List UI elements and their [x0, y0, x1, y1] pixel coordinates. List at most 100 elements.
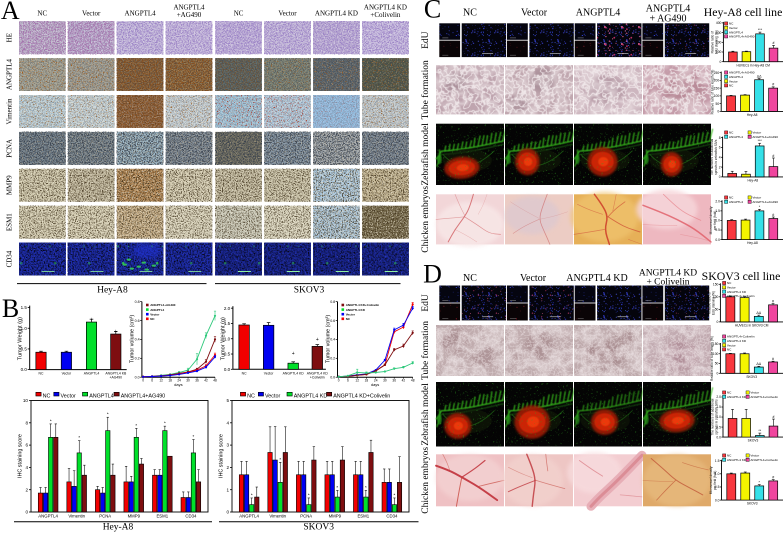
svg-text:Vector: Vector: [61, 393, 76, 399]
svg-text:0: 0: [25, 510, 28, 515]
svg-text:ANGPTL4+AG490: ANGPTL4+AG490: [121, 393, 166, 399]
svg-text:*: *: [308, 493, 310, 498]
svg-text:Relative ratio of: Relative ratio of: [708, 292, 712, 314]
svg-text:0.0: 0.0: [716, 435, 721, 439]
svg-text:HUVECs in SKOV3 CM: HUVECs in SKOV3 CM: [735, 324, 769, 328]
svg-text:Vector: Vector: [346, 312, 356, 316]
svg-text:Tumor volume (cm³): Tumor volume (cm³): [130, 315, 136, 364]
svg-text:Hey-A8: Hey-A8: [747, 113, 758, 117]
svg-text:0.0: 0.0: [715, 238, 720, 242]
svg-text:ANGPTL4 KB: ANGPTL4 KB: [105, 372, 127, 376]
svg-text:ANGPTL4 KD: ANGPTL4 KD: [283, 371, 305, 375]
svg-text:1.5: 1.5: [21, 305, 28, 310]
svg-text:ANGPTL4+Colivelin: ANGPTL4+Colivelin: [727, 294, 755, 298]
svg-text:NC: NC: [727, 454, 732, 458]
svg-text:0: 0: [720, 60, 722, 64]
svg-text:#: #: [772, 154, 774, 158]
svg-text:PCNA: PCNA: [300, 514, 312, 519]
svg-text:sprouts in zebrafish SIVs: sprouts in zebrafish SIVs: [714, 139, 718, 175]
svg-text:NC: NC: [43, 393, 51, 399]
svg-text:Vector: Vector: [729, 79, 738, 83]
svg-text:***: ***: [758, 139, 763, 143]
svg-text:Hey-A8: Hey-A8: [103, 523, 134, 533]
svg-text:*: *: [251, 493, 253, 498]
svg-text:+: +: [292, 351, 295, 357]
svg-text:1.0: 1.0: [715, 219, 720, 223]
svg-text:ANGPTL4+Colivelin: ANGPTL4+Colivelin: [750, 395, 778, 399]
svg-text:Vector: Vector: [727, 286, 736, 290]
svg-text:200: 200: [716, 41, 722, 45]
svg-text:days: days: [174, 382, 182, 387]
svg-text:Vector: Vector: [752, 131, 761, 135]
svg-text:ANGPTL4 KD: ANGPTL4 KD: [364, 4, 407, 12]
svg-text:Tube formation: Tube formation: [420, 60, 431, 119]
svg-text:Hey-A8: Hey-A8: [747, 241, 758, 245]
svg-text:36: 36: [195, 379, 199, 383]
svg-text:NC: NC: [727, 281, 732, 285]
svg-text:10: 10: [23, 398, 29, 403]
svg-text:50: 50: [715, 362, 719, 366]
svg-text:#: #: [772, 83, 774, 87]
svg-text:#: #: [773, 41, 775, 45]
svg-text:ANGPTL4+AG490: ANGPTL4+AG490: [729, 71, 755, 75]
svg-text:1.0: 1.0: [716, 415, 721, 419]
svg-text:#: #: [773, 415, 775, 419]
svg-text:HUVECs in Hey-A8 CM: HUVECs in Hey-A8 CM: [736, 63, 770, 67]
svg-text:ANGPTL4: ANGPTL4: [576, 8, 620, 19]
svg-text:ANGPTL4: ANGPTL4: [239, 514, 259, 519]
svg-text:42: 42: [402, 379, 406, 383]
svg-text:0: 0: [719, 175, 721, 179]
svg-text:18: 18: [168, 379, 172, 383]
svg-text:0.5: 0.5: [715, 485, 720, 489]
svg-text:SKOV3 cell line: SKOV3 cell line: [702, 269, 781, 283]
svg-text:Hey-A8 cell line: Hey-A8 cell line: [704, 5, 783, 19]
svg-text:MMP9: MMP9: [5, 175, 13, 195]
svg-text:Vimentin: Vimentin: [6, 98, 14, 125]
svg-text:Tumor Weight (g): Tumor Weight (g): [221, 317, 227, 360]
svg-text:1.5: 1.5: [224, 321, 231, 326]
svg-text:*: *: [78, 435, 80, 440]
svg-text:**: **: [758, 429, 761, 433]
svg-text:1.5: 1.5: [716, 405, 721, 409]
svg-text:1: 1: [226, 487, 229, 492]
svg-text:50: 50: [716, 102, 720, 106]
svg-text:30: 30: [186, 379, 190, 383]
svg-text:1.5: 1.5: [715, 209, 720, 213]
svg-text:Chicken embryos: Chicken embryos: [421, 186, 431, 253]
svg-text:150: 150: [713, 342, 719, 346]
svg-text:8: 8: [719, 136, 721, 140]
svg-text:EdU: EdU: [421, 31, 431, 49]
svg-text:ANGPTL4: ANGPTL4: [38, 514, 58, 519]
svg-text:NC: NC: [729, 22, 734, 26]
svg-text:Vector: Vector: [729, 26, 738, 30]
svg-text:4: 4: [226, 420, 229, 425]
svg-text:0: 0: [226, 510, 229, 515]
svg-text:30: 30: [383, 379, 387, 383]
svg-text:0.6: 0.6: [330, 319, 335, 323]
svg-text:C: C: [424, 0, 441, 24]
svg-text:*: *: [759, 205, 761, 209]
svg-text:150: 150: [714, 86, 720, 90]
svg-text:NC: NC: [727, 391, 732, 395]
svg-text:Vector: Vector: [521, 8, 548, 19]
svg-text:NC: NC: [729, 196, 734, 200]
svg-text:#: #: [772, 213, 774, 217]
svg-text:150: 150: [713, 283, 719, 287]
svg-text:+: +: [90, 317, 93, 323]
svg-text:Vimentin: Vimentin: [68, 514, 85, 519]
svg-text:NC: NC: [729, 131, 734, 135]
svg-text:ANGPTL4 KD: ANGPTL4 KD: [307, 371, 329, 375]
svg-text:36: 36: [392, 379, 396, 383]
svg-text:+AG490: +AG490: [110, 376, 123, 380]
svg-text:*: *: [279, 457, 281, 462]
svg-text:6: 6: [25, 443, 28, 448]
svg-text:1.0: 1.0: [224, 336, 231, 341]
svg-text:Hey-A8: Hey-A8: [747, 179, 758, 183]
svg-text:6: 6: [719, 146, 721, 150]
svg-text:250: 250: [714, 71, 720, 75]
svg-text:NC: NC: [346, 317, 351, 321]
svg-text:SKOV3: SKOV3: [747, 502, 758, 506]
svg-text:6: 6: [151, 379, 153, 383]
svg-text:0.0: 0.0: [135, 376, 140, 380]
svg-text:ANGPTL4+Colivelin: ANGPTL4+Colivelin: [750, 458, 778, 462]
